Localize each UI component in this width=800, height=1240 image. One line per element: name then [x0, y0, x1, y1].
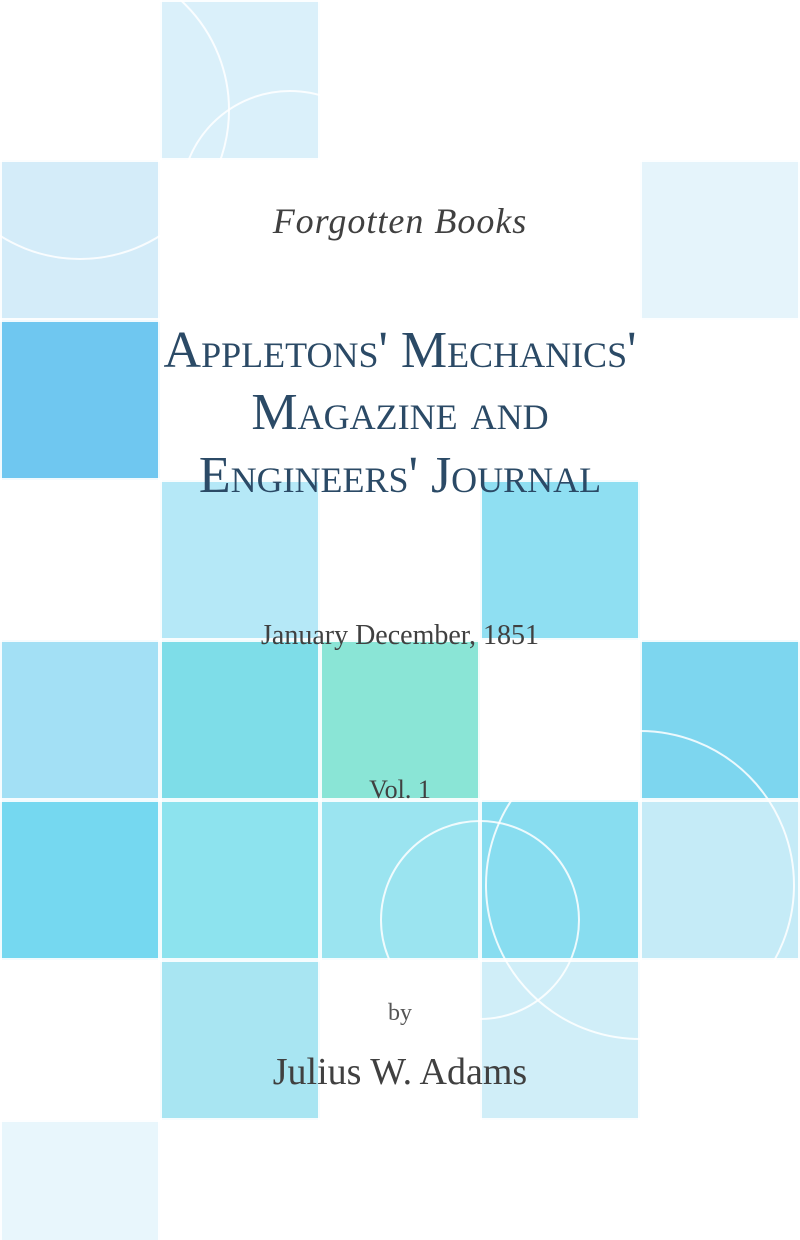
title-line-3: Engineers' Journal	[164, 445, 637, 507]
book-title: Appletons' Mechanics' Magazine and Engin…	[114, 320, 687, 507]
volume-label: Vol. 1	[369, 775, 431, 805]
title-line-1: Appletons' Mechanics'	[164, 320, 637, 382]
cover-content: Forgotten Books Appletons' Mechanics' Ma…	[0, 0, 800, 1240]
publisher-name: Forgotten Books	[273, 200, 528, 242]
author-name: Julius W. Adams	[273, 1050, 527, 1094]
subtitle: January December, 1851	[261, 620, 539, 652]
by-label: by	[388, 1000, 412, 1027]
title-line-2: Magazine and	[164, 382, 637, 444]
